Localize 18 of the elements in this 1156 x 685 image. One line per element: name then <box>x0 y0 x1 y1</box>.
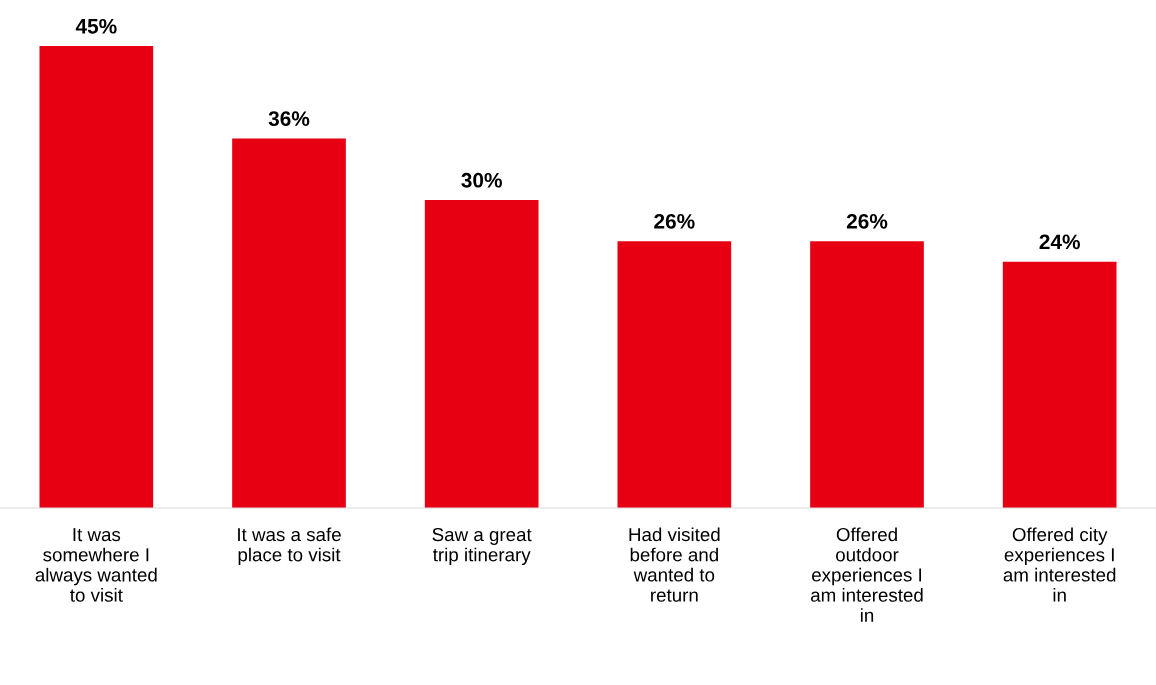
data-label: 45% <box>75 18 117 34</box>
data-label: 30% <box>461 172 502 188</box>
data-label: 24% <box>1039 234 1080 250</box>
x-tick-label: Offered city experiences I am interested in <box>1003 527 1116 602</box>
data-label: 36% <box>268 111 310 127</box>
x-tick-label: Offered outdoor experiences I am interested in <box>811 527 923 622</box>
bar <box>232 138 346 508</box>
bar <box>1002 261 1117 508</box>
x-tick-label: Saw a great trip itinerary <box>432 527 532 566</box>
x-tick-label: Had visited before and wanted to return <box>629 527 720 602</box>
x-tick-label: It was a safe place to visit <box>238 527 341 566</box>
bar <box>424 200 539 508</box>
x-tick-label: It was somewhere I always wanted to visit <box>35 528 157 602</box>
bar <box>810 241 924 508</box>
bar <box>617 241 732 508</box>
data-label: 26% <box>846 213 888 229</box>
data-label: 26% <box>654 213 695 229</box>
bar <box>39 46 154 508</box>
